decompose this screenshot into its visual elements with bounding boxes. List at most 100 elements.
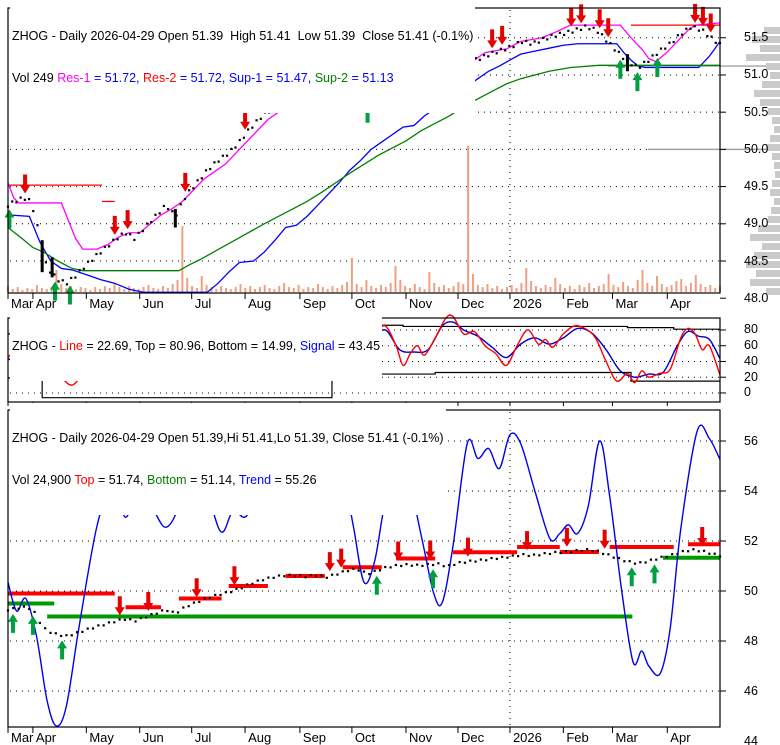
panel1-y-axis-label: 51.0	[744, 67, 769, 82]
price-mark	[346, 570, 350, 573]
price-mark	[634, 63, 637, 66]
price-mark	[512, 46, 515, 49]
volume-bar	[452, 286, 455, 292]
volume-bar	[626, 286, 629, 292]
price-mark	[192, 601, 196, 604]
legend-run: Sup-2	[314, 71, 349, 85]
price-mark	[331, 573, 334, 576]
price-mark	[680, 33, 684, 36]
price-mark	[617, 556, 621, 560]
buy-signal-arrow-icon	[626, 567, 637, 587]
price-mark	[508, 44, 511, 48]
sell-signal-arrow-icon	[324, 552, 335, 572]
price-mark	[520, 41, 524, 45]
volume-bar	[205, 285, 208, 292]
price-mark	[230, 147, 233, 151]
volume-bar	[321, 287, 324, 292]
volume-bar	[602, 284, 605, 292]
volume-profile-bar	[750, 279, 780, 286]
volume-bar	[394, 266, 397, 292]
price-mark	[426, 562, 429, 566]
price-mark	[293, 575, 297, 578]
volume-bar	[316, 284, 319, 292]
price-mark	[702, 549, 706, 552]
volume-bar	[588, 283, 591, 292]
price-mark	[188, 189, 191, 192]
panel3-x-axis-label: Jun	[142, 730, 164, 745]
price-mark	[532, 553, 536, 556]
volume-profile-bar	[746, 261, 780, 268]
price-mark	[559, 551, 562, 555]
price-mark	[706, 35, 709, 38]
panel1-x-axis-label: Jun	[142, 296, 164, 311]
volume-bar	[360, 287, 363, 292]
price-mark	[416, 563, 419, 566]
panel1-y-axis-label: 48.5	[744, 253, 769, 268]
volume-bar	[554, 278, 557, 292]
price-mark	[352, 567, 355, 570]
volume-profile-bar	[762, 81, 780, 88]
price-mark	[238, 138, 241, 142]
price-mark	[60, 634, 63, 638]
volume-profile-bar	[756, 270, 780, 277]
volume-bar	[176, 280, 179, 292]
price-mark	[53, 273, 56, 276]
volume-bar	[433, 283, 436, 292]
volume-profile-bar	[754, 252, 780, 259]
sell-signal-arrow-icon	[561, 527, 572, 547]
price-mark	[543, 552, 546, 555]
volume-bar	[355, 284, 358, 292]
volume-bar	[709, 285, 712, 292]
price-mark	[400, 564, 403, 568]
legend-run: = 22.69, Top = 80.96, Bottom = 14.99,	[82, 339, 300, 353]
volume-bar	[651, 286, 654, 292]
price-mark	[162, 204, 165, 208]
price-mark	[247, 128, 250, 131]
volume-bar	[593, 288, 596, 292]
volume-bar	[496, 286, 499, 292]
price-mark	[378, 569, 382, 572]
price-mark	[612, 556, 615, 559]
volume-bar	[26, 288, 29, 292]
price-mark	[687, 550, 690, 553]
volume-bar	[714, 288, 717, 292]
volume-bar	[578, 285, 581, 292]
price-mark	[511, 554, 514, 557]
volume-bar	[166, 288, 169, 292]
price-mark	[591, 550, 594, 553]
legend-run: Bottom	[146, 473, 187, 487]
price-mark	[32, 210, 35, 213]
price-mark	[74, 276, 77, 279]
volume-bar	[171, 284, 174, 292]
volume-bar	[99, 289, 102, 292]
volume-bar	[84, 288, 87, 292]
panel1-header: ZHOG - Daily 2026-04-29 Open 51.39 High …	[10, 1, 476, 113]
panel2-header: ZHOG - Line = 22.69, Top = 80.96, Bottom…	[10, 311, 383, 381]
volume-bar	[559, 284, 562, 292]
volume-bar	[457, 282, 460, 292]
volume-bar	[278, 286, 281, 292]
sell-signal-arrow-icon	[705, 13, 716, 33]
price-mark	[19, 196, 22, 199]
volume-bar	[539, 288, 542, 292]
volume-bar	[229, 289, 232, 292]
price-mark	[171, 210, 174, 213]
volume-bar	[689, 283, 692, 292]
volume-bar	[268, 288, 271, 292]
price-mark	[490, 556, 493, 560]
volume-bar	[622, 282, 625, 292]
price-mark	[580, 549, 583, 553]
panel1-x-axis-label: 2026	[512, 296, 542, 311]
price-mark	[112, 238, 115, 241]
buy-signal-arrow-icon	[64, 285, 75, 305]
price-mark	[607, 553, 610, 556]
price-mark	[368, 573, 371, 576]
legend-run: Top	[74, 473, 95, 487]
volume-bar	[670, 285, 673, 292]
panel2-title: ZHOG - Line = 22.69, Top = 80.96, Bottom…	[12, 339, 380, 353]
volume-bar	[108, 288, 111, 292]
buy-signal-arrow-icon	[428, 569, 439, 589]
price-mark	[219, 593, 222, 597]
volume-bar	[404, 286, 407, 292]
